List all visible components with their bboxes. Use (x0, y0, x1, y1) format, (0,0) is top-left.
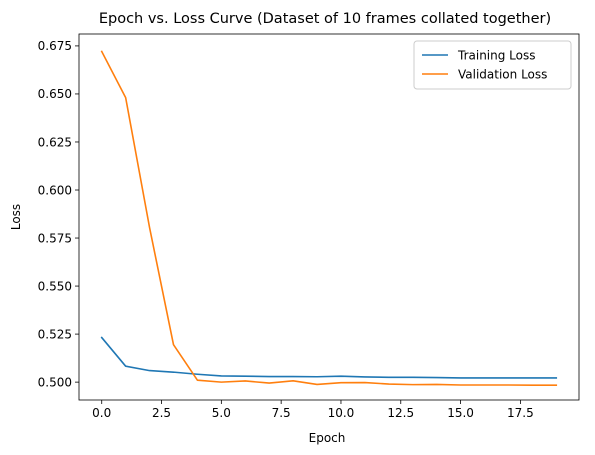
axis-spines (78, 33, 580, 401)
y-tick-label: 0.525 (38, 327, 72, 341)
legend-label: Validation Loss (458, 67, 547, 81)
legend-box (413, 40, 572, 90)
y-tick-label: 0.550 (38, 279, 72, 293)
plot-frame (79, 34, 579, 400)
y-tick-label: 0.625 (38, 135, 72, 149)
validation-loss-line (100, 50, 558, 387)
y-axis-ticks: 0.500 0.525 0.550 0.575 0.600 0.625 0.650 0.675 (38, 39, 79, 389)
plot-area (79, 34, 579, 400)
x-tick-label: 2.5 (152, 406, 171, 420)
training-loss-line (100, 336, 558, 379)
x-tick-label: 15.0 (447, 406, 474, 420)
axes-border (78, 33, 580, 401)
y-axis-label: Loss (9, 204, 23, 230)
legend: Training Loss Validation Loss (413, 40, 572, 90)
y-tick-label: 0.675 (38, 39, 72, 53)
x-tick-label: 0.0 (92, 406, 111, 420)
x-tick-label: 10.0 (328, 406, 355, 420)
x-tick-label: 7.5 (272, 406, 291, 420)
legend-label: Training Loss (457, 48, 535, 62)
y-tick-label: 0.500 (38, 375, 72, 389)
y-tick-label: 0.575 (38, 231, 72, 245)
y-tick-label: 0.650 (38, 87, 72, 101)
x-axis-label: Epoch (309, 431, 346, 445)
chart-title: Epoch vs. Loss Curve (Dataset of 10 fram… (99, 11, 551, 27)
x-tick-label: 17.5 (507, 406, 534, 420)
y-tick-label: 0.600 (38, 183, 72, 197)
x-tick-label: 12.5 (387, 406, 414, 420)
x-tick-label: 5.0 (212, 406, 231, 420)
x-axis-ticks: 0.0 2.5 5.0 7.5 10.0 12.5 15.0 17.5 (92, 400, 534, 420)
series-lines (100, 50, 558, 387)
